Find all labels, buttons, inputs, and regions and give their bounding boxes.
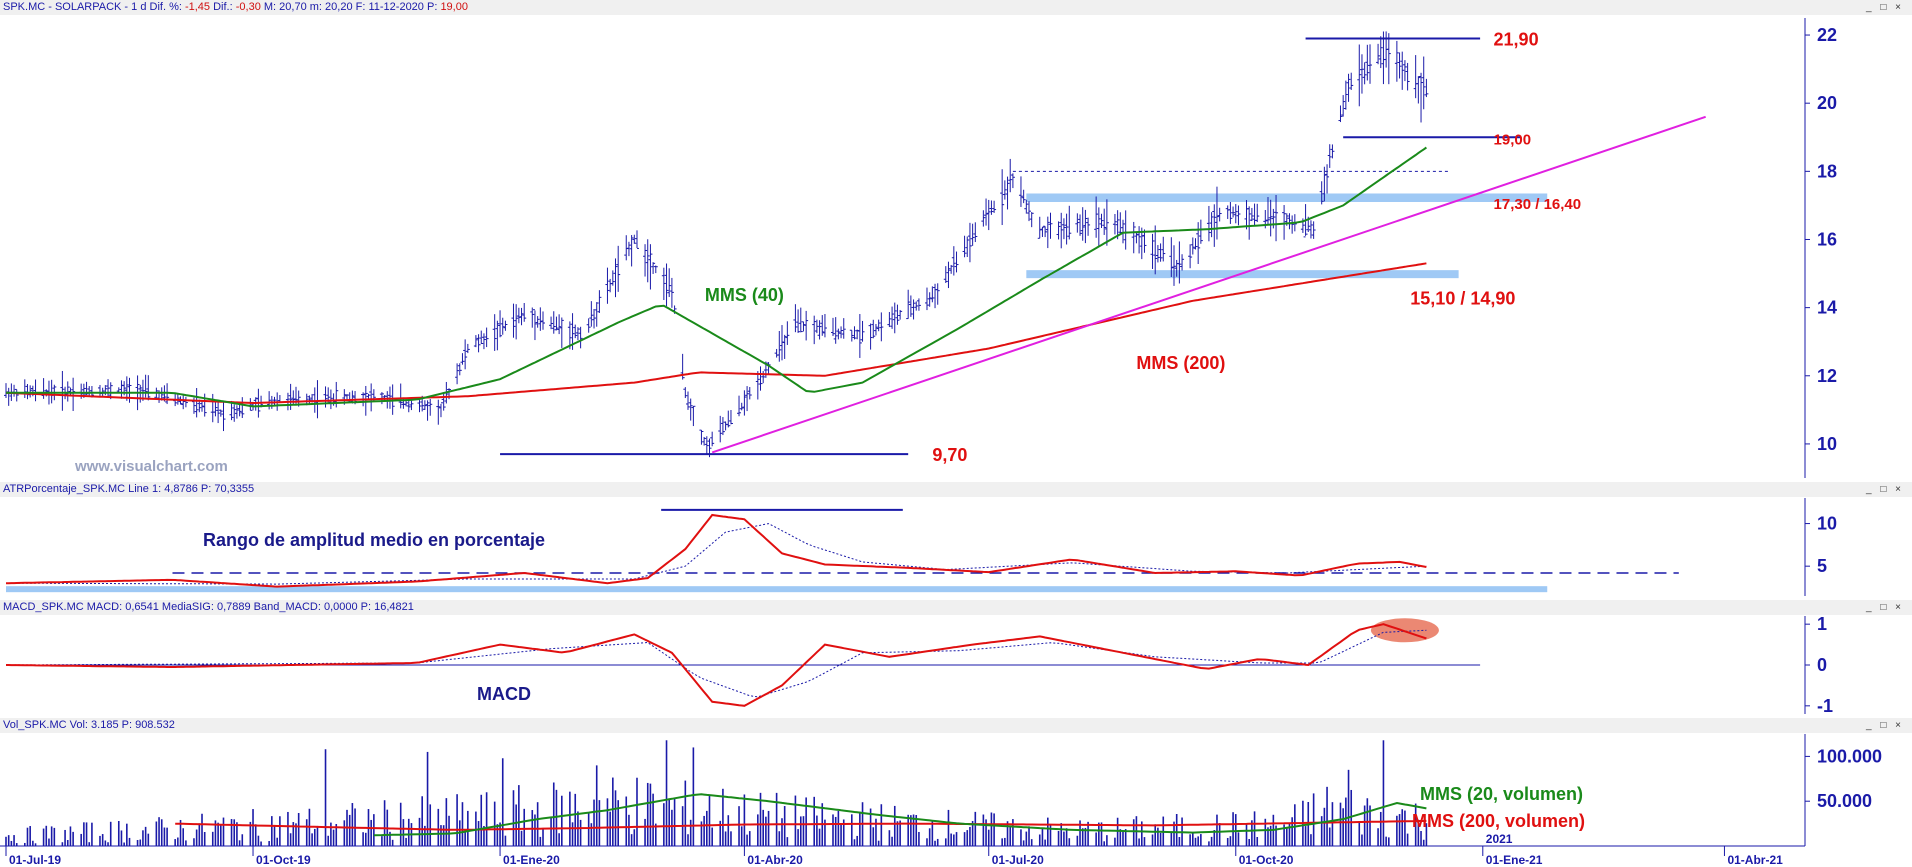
header-value: 11-12-2020 xyxy=(368,1,427,13)
macd-signal-line xyxy=(6,629,1427,698)
header-label: Dif. %: xyxy=(149,1,185,13)
y-tick-label: 18 xyxy=(1817,161,1837,181)
watermark: www.visualchart.com xyxy=(74,458,228,475)
annotation-label: 19,00 xyxy=(1494,131,1532,148)
y-tick-label: 12 xyxy=(1817,366,1837,386)
x-tick-label: 01-Ene-21 xyxy=(1486,853,1543,867)
y-tick-label: 16 xyxy=(1817,229,1837,249)
atr-signal-line xyxy=(6,523,1427,585)
atr-panel-header: ATRPorcentaje_SPK.MC Line 1: 4,8786 P: 7… xyxy=(0,482,1912,497)
macd-panel: MACD xyxy=(6,618,1481,707)
header-label: P: xyxy=(426,1,441,13)
header-value: -1,45 xyxy=(184,1,214,13)
y-tick-label: 100.000 xyxy=(1817,746,1882,766)
atr-band xyxy=(6,586,1548,593)
volume-mms200-line xyxy=(175,819,1427,831)
y-tick-label: 50.000 xyxy=(1817,791,1872,811)
support-band xyxy=(1026,193,1548,202)
y-tick-label: 10 xyxy=(1817,514,1837,534)
x-tick-label: 01-Oct-20 xyxy=(1239,853,1294,867)
volume-legend-label: MMS (200, volumen) xyxy=(1412,811,1585,831)
y-tick-label: 22 xyxy=(1817,25,1837,45)
trendline xyxy=(711,115,1706,454)
volume-mms20-line xyxy=(373,793,1427,837)
x-tick-label: 01-Jul-19 xyxy=(9,853,61,867)
header-value: -0,30 xyxy=(235,1,264,13)
annotation-label: MMS (200) xyxy=(1136,353,1225,373)
y-tick-label: 1 xyxy=(1817,614,1827,634)
x-year-marker: 2021 xyxy=(1486,832,1513,846)
atr-panel-buttons[interactable]: _ □ × xyxy=(1866,484,1904,495)
y-tick-label: 20 xyxy=(1817,93,1837,113)
atr-panel: Rango de amplitud medio en porcentaje xyxy=(6,508,1679,593)
price-panel: www.visualchart.com MMS (40) MMS (200) 21,9… xyxy=(4,29,1706,475)
annotation-label: 17,30 / 16,40 xyxy=(1494,196,1582,213)
header-label: m: xyxy=(309,1,326,13)
annotation-label: 15,10 / 14,90 xyxy=(1410,288,1515,308)
mms200-line xyxy=(5,262,1427,404)
y-tick-label: 14 xyxy=(1817,298,1837,318)
price-panel-header: SPK.MC - SOLARPACK - 1 d Dif. %: -1,45 D… xyxy=(0,0,1912,15)
header-label: Dif.: xyxy=(213,1,236,13)
header-value: 19,00 xyxy=(440,1,468,13)
x-tick-label: 01-Jul-20 xyxy=(992,853,1044,867)
annotation-label: MMS (40) xyxy=(705,285,784,305)
macd-panel-header: MACD_SPK.MC MACD: 0,6541 MediaSIG: 0,788… xyxy=(0,600,1912,615)
atr-line xyxy=(6,513,1427,588)
window-buttons[interactable]: _ □ × xyxy=(1866,2,1904,13)
macd-label: MACD xyxy=(477,684,531,704)
price-header-text: SPK.MC - SOLARPACK - 1 d Dif. %: -1,45 D… xyxy=(3,0,468,15)
header-label: M: xyxy=(263,1,280,13)
volume-panel: MMS (20, volumen) MMS (200, volumen) xyxy=(5,740,1585,846)
volume-panel-buttons[interactable]: _ □ × xyxy=(1866,720,1904,731)
y-tick-label: -1 xyxy=(1817,696,1833,716)
annotation-label: 9,70 xyxy=(932,445,967,465)
window-title: SPK.MC - SOLARPACK - 1 d xyxy=(3,1,150,13)
atr-header-text: ATRPorcentaje_SPK.MC Line 1: 4,8786 P: 7… xyxy=(3,483,255,495)
x-tick-label: 01-Ene-20 xyxy=(503,853,560,867)
x-tick-label: 01-Abr-20 xyxy=(747,853,803,867)
volume-panel-header: Vol_SPK.MC Vol: 3.185 P: 908.532 _ □ × xyxy=(0,718,1912,733)
x-tick-label: 01-Abr-21 xyxy=(1727,853,1783,867)
header-value: 20,70 xyxy=(279,1,310,13)
header-label: F: xyxy=(355,1,369,13)
y-tick-label: 5 xyxy=(1817,556,1827,576)
volume-header-text: Vol_SPK.MC Vol: 3.185 P: 908.532 xyxy=(3,719,175,731)
y-tick-label: 10 xyxy=(1817,434,1837,454)
axes: 01-Jul-19 01-Oct-19 01-Ene-20 01-Abr-20 01-J… xyxy=(0,18,1882,867)
volume-legend-label: MMS (20, volumen) xyxy=(1420,784,1583,804)
macd-panel-buttons[interactable]: _ □ × xyxy=(1866,602,1904,613)
macd-line xyxy=(6,623,1427,707)
macd-header-text: MACD_SPK.MC MACD: 0,6541 MediaSIG: 0,788… xyxy=(3,601,414,613)
y-tick-label: 0 xyxy=(1817,655,1827,675)
mms40-line xyxy=(6,146,1427,408)
atr-label: Rango de amplitud medio en porcentaje xyxy=(203,530,545,550)
annotation-label: 21,90 xyxy=(1494,29,1539,49)
x-tick-label: 01-Oct-19 xyxy=(256,853,311,867)
header-value: 20,20 xyxy=(325,1,356,13)
